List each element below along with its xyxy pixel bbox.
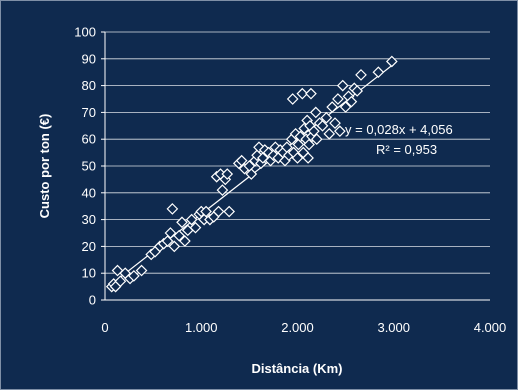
data-point: [316, 119, 329, 132]
y-axis-title: Custo por ton (€): [37, 114, 52, 219]
r-squared-label: R² = 0,953: [376, 142, 437, 157]
data-point: [221, 168, 234, 180]
data-point: [305, 87, 317, 100]
data-point: [216, 184, 229, 196]
data-point: [372, 66, 385, 79]
data-point: [296, 87, 309, 100]
y-tick-label: 90: [82, 51, 96, 66]
data-point: [128, 270, 140, 282]
data-point: [302, 152, 314, 164]
y-tick-label: 50: [82, 159, 96, 174]
y-tick-label: 10: [82, 266, 96, 281]
data-points: [105, 55, 398, 293]
data-point: [309, 106, 322, 119]
y-tick-label: 20: [82, 239, 96, 254]
data-point: [161, 235, 174, 247]
data-point: [189, 221, 202, 234]
data-point: [179, 235, 191, 247]
x-tick-label: 4.000: [474, 320, 507, 335]
data-point: [310, 133, 323, 146]
y-tick-label: 0: [89, 293, 96, 308]
data-point: [200, 205, 212, 218]
data-point: [166, 203, 179, 215]
data-point: [351, 85, 364, 97]
x-tick-label: 1.000: [185, 320, 218, 335]
data-point: [185, 213, 198, 226]
data-point: [323, 127, 336, 140]
y-tick-label: 60: [82, 132, 96, 147]
data-point: [308, 125, 320, 138]
data-point: [223, 205, 236, 218]
data-point: [168, 240, 181, 253]
data-point: [332, 93, 344, 105]
data-point: [212, 205, 225, 218]
data-point: [385, 55, 398, 68]
data-point: [135, 264, 148, 277]
y-tick-label: 70: [82, 105, 96, 120]
x-tick-label: 3.000: [377, 320, 410, 335]
data-point: [334, 125, 346, 138]
data-point: [345, 95, 358, 108]
y-tick-label: 100: [74, 25, 96, 40]
data-point: [235, 154, 248, 167]
x-tick-label: 2.000: [281, 320, 314, 335]
data-point: [329, 117, 341, 129]
data-point: [339, 101, 352, 113]
x-tick-label: 0: [101, 320, 108, 335]
data-point: [114, 275, 127, 288]
axes: [101, 31, 490, 301]
data-point: [292, 138, 305, 151]
data-point: [173, 229, 185, 242]
data-point: [291, 152, 304, 164]
data-point: [326, 101, 338, 113]
data-point: [355, 69, 367, 81]
data-point: [164, 227, 177, 239]
data-point: [245, 168, 258, 180]
y-tick-label: 30: [82, 212, 96, 227]
y-tick-label: 80: [82, 78, 96, 93]
data-point: [320, 111, 333, 124]
tick-labels: 0 10 20 30 40 50 60 70 80 90 100 0 1.000 2.000 3.000 4.…: [74, 25, 506, 336]
data-point: [176, 216, 188, 229]
x-axis-title: Distância (Km): [251, 361, 342, 376]
data-point: [303, 138, 315, 151]
trendline-equation: y = 0,028x + 4,056: [345, 122, 453, 137]
y-tick-label: 40: [82, 185, 96, 200]
data-point: [286, 93, 299, 105]
data-point: [336, 79, 349, 92]
